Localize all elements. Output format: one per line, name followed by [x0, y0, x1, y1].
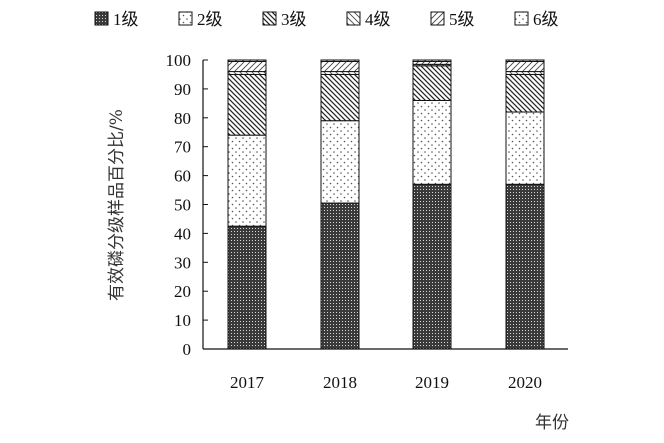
bar-segment — [412, 183, 452, 350]
bar-segment — [320, 120, 360, 204]
bar-stack — [320, 59, 360, 350]
bar-segment — [412, 59, 452, 62]
bar-segment — [320, 202, 360, 350]
y-tick-label: 70 — [174, 138, 191, 157]
legend-swatch — [178, 11, 193, 26]
y-tick-label: 80 — [174, 109, 191, 128]
x-axis-title: 年份 — [535, 413, 569, 433]
legend-swatch — [94, 11, 109, 26]
bar-segment — [320, 73, 360, 122]
legend-label: 5级 — [449, 10, 475, 29]
x-tick-label: 2019 — [415, 373, 449, 392]
bar-segment — [505, 60, 545, 73]
bar-segment — [505, 59, 545, 62]
y-tick-label: 100 — [166, 51, 192, 70]
legend-label: 3级 — [281, 10, 307, 29]
legend-label: 2级 — [197, 10, 223, 29]
bar-stack — [505, 59, 545, 350]
bar-segment — [505, 183, 545, 350]
legend: 1级 2级 3级 4级 5级 6级 — [94, 10, 559, 29]
y-tick-label: 90 — [174, 80, 191, 99]
x-tick-label: 2020 — [508, 373, 542, 392]
legend-swatch — [514, 11, 529, 26]
y-axis-title: 有效磷分级样品百分比/% — [107, 109, 127, 301]
bar-segment — [320, 59, 360, 62]
y-tick-label: 0 — [183, 340, 192, 359]
y-tick-label: 30 — [174, 253, 191, 272]
axis-labels: 年份 有效磷分级样品百分比/% — [107, 109, 569, 433]
legend-item: 5级 — [430, 10, 475, 29]
bar-segment — [412, 65, 452, 101]
legend-label: 4级 — [365, 10, 391, 29]
legend-item: 2级 — [178, 10, 223, 29]
bar-segment — [505, 111, 545, 185]
x-tick-label: 2018 — [323, 373, 357, 392]
bar-stack — [227, 59, 267, 350]
legend-swatch — [262, 11, 277, 26]
bars — [227, 59, 545, 350]
legend-item: 6级 — [514, 10, 559, 29]
legend-item: 4级 — [346, 10, 391, 29]
bar-segment — [412, 99, 452, 185]
bar-stack — [412, 59, 452, 350]
bar-segment — [227, 60, 267, 73]
y-tick-label: 60 — [174, 167, 191, 186]
legend-item: 1级 — [94, 10, 139, 29]
bar-segment — [227, 134, 267, 227]
y-tick-label: 10 — [174, 311, 191, 330]
bar-segment — [227, 73, 267, 136]
legend-label: 6级 — [533, 10, 559, 29]
y-tick-label: 50 — [174, 196, 191, 215]
y-tick-label: 40 — [174, 224, 191, 243]
bar-segment — [227, 59, 267, 62]
x-tick-label: 2017 — [230, 373, 265, 392]
y-tick-label: 20 — [174, 282, 191, 301]
bar-segment — [320, 60, 360, 73]
axes: 0 10 20 30 40 50 60 70 80 90 100 2017 2018 2019 2020 — [166, 51, 568, 392]
bar-segment — [505, 73, 545, 113]
legend-label: 1级 — [113, 10, 139, 29]
legend-swatch — [430, 11, 445, 26]
legend-swatch — [346, 11, 361, 26]
bar-segment — [227, 225, 267, 350]
legend-item: 3级 — [262, 10, 307, 29]
